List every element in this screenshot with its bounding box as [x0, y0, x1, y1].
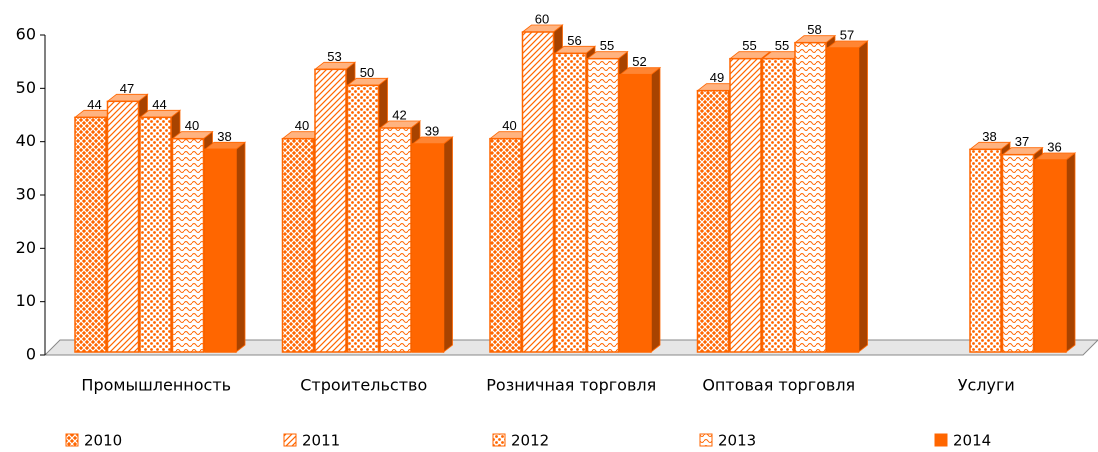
bar: [619, 73, 652, 353]
bar: [379, 127, 412, 353]
bar: [346, 84, 380, 353]
data-label: 50: [360, 65, 374, 80]
bar-side: [443, 136, 453, 353]
bar: [204, 148, 237, 353]
bar-side: [650, 66, 661, 353]
data-label: 55: [600, 38, 614, 53]
legend-swatch: [492, 433, 506, 447]
bar: [761, 57, 795, 353]
data-label: 38: [982, 129, 996, 144]
bar: [1001, 153, 1035, 353]
legend-swatch: [699, 433, 713, 447]
data-label: 55: [775, 38, 789, 53]
y-tick-label: 20: [16, 238, 36, 257]
legend-label: 2010: [84, 432, 122, 450]
bar: [171, 137, 205, 353]
bar: [696, 89, 730, 353]
data-label: 49: [710, 70, 724, 85]
x-tick-label: Промышленность: [81, 376, 231, 395]
legend-swatch: [934, 433, 948, 447]
bar: [521, 31, 555, 353]
legend-swatch: [65, 433, 79, 447]
data-label: 40: [502, 118, 516, 133]
bar-side: [1065, 152, 1076, 353]
data-label: 39: [425, 123, 439, 138]
bar-side: [235, 141, 246, 353]
data-label: 40: [295, 118, 309, 133]
bar-side: [858, 40, 868, 353]
x-tick-label: Розничная торговля: [486, 376, 656, 395]
y-tick-label: 60: [16, 25, 36, 44]
bar: [139, 116, 172, 353]
x-tick-label: Услуги: [958, 376, 1015, 395]
data-label: 40: [185, 118, 199, 133]
legend-label: 2013: [718, 432, 756, 450]
bar: [586, 57, 620, 353]
data-label: 53: [327, 49, 341, 64]
y-tick-label: 30: [16, 185, 36, 204]
bar: [489, 137, 522, 353]
legend-label: 2014: [953, 432, 991, 450]
bar: [794, 41, 827, 353]
data-label: 58: [807, 22, 821, 37]
data-label: 36: [1047, 139, 1061, 154]
data-label: 57: [840, 27, 854, 42]
y-tick-label: 0: [26, 345, 36, 364]
legend-label: 2012: [511, 432, 549, 450]
bar: [729, 57, 762, 353]
bar: [826, 47, 860, 353]
data-label: 47: [120, 81, 134, 96]
data-label: 52: [632, 54, 646, 69]
bar: [969, 148, 1002, 353]
bar: [411, 143, 445, 353]
y-tick-label: 50: [16, 78, 36, 97]
data-label: 38: [217, 129, 231, 144]
y-tick-label: 10: [16, 291, 36, 310]
data-label: 37: [1015, 134, 1029, 149]
y-tick-label: 40: [16, 131, 36, 150]
data-label: 44: [87, 97, 101, 112]
legend-label: 2011: [302, 432, 340, 450]
bar: [106, 100, 140, 353]
data-label: 60: [535, 11, 549, 26]
x-tick-label: Оптовая торговля: [702, 376, 855, 395]
bar: [554, 52, 587, 353]
bar: [281, 137, 315, 353]
bar: [314, 68, 347, 353]
data-label: 42: [392, 107, 406, 122]
x-tick-label: Строительство: [300, 376, 427, 395]
bar: [74, 116, 107, 353]
bar: [1034, 159, 1067, 353]
data-label: 56: [567, 33, 581, 48]
data-label: 44: [152, 97, 166, 112]
data-label: 55: [742, 38, 756, 53]
legend-swatch: [283, 433, 297, 447]
